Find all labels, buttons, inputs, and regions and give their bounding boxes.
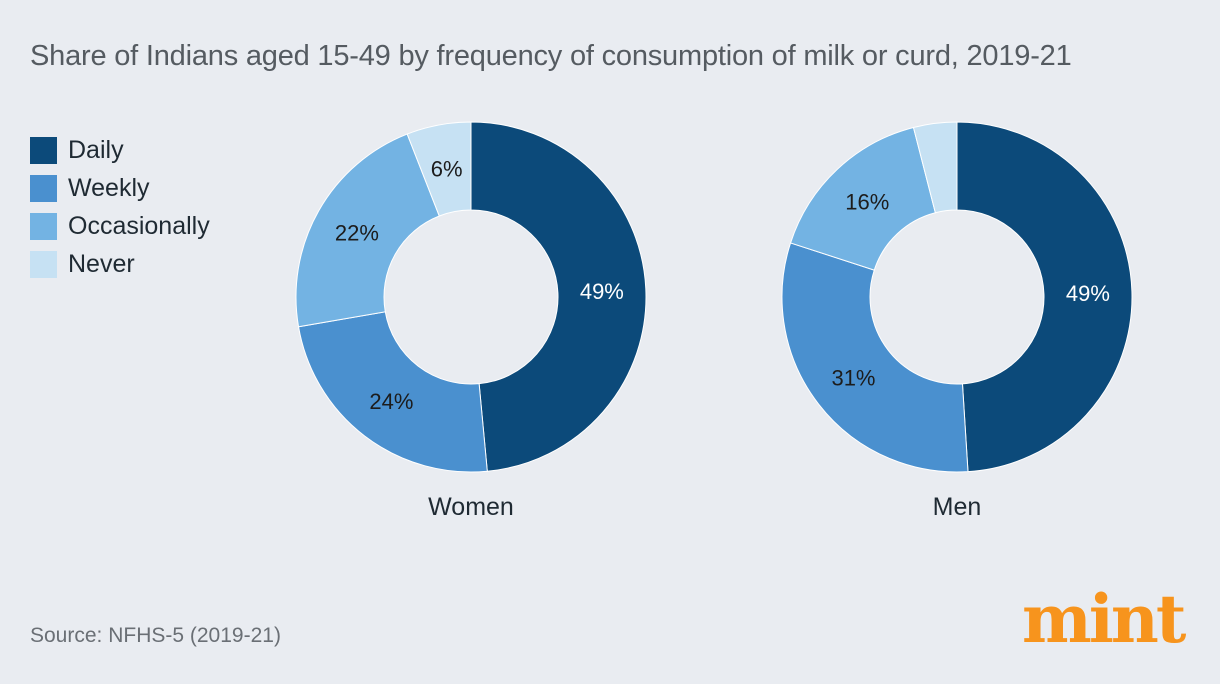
value-label-men-weekly: 31%	[831, 365, 875, 390]
legend-label-occasionally: Occasionally	[68, 211, 210, 240]
chart-caption-men: Men	[933, 493, 982, 521]
chart-caption-women: Women	[428, 493, 514, 521]
legend-item-weekly: Weekly	[30, 169, 210, 207]
donut-chart-women: 49% 24% 22% 6% Women	[295, 121, 647, 521]
legend-swatch-daily	[30, 136, 57, 164]
legend-label-weekly: Weekly	[68, 173, 150, 202]
legend-swatch-occasionally	[30, 212, 57, 240]
legend-label-never: Never	[68, 249, 135, 278]
legend-item-never: Never	[30, 245, 210, 283]
slice-women-weekly	[297, 311, 488, 473]
value-label-men-occasionally: 16%	[845, 190, 889, 215]
slice-men-weekly	[781, 242, 969, 473]
legend-item-occasionally: Occasionally	[30, 207, 210, 245]
source-note: Source: NFHS-5 (2019-21)	[30, 624, 281, 647]
slice-women-daily	[470, 121, 647, 472]
value-label-women-occasionally: 22%	[335, 221, 379, 246]
legend-label-daily: Daily	[68, 135, 124, 164]
legend: Daily Weekly Occasionally Never	[30, 131, 210, 283]
slice-women-occasionally	[295, 133, 440, 328]
legend-swatch-weekly	[30, 174, 57, 202]
value-label-women-never: 6%	[431, 156, 463, 181]
value-label-men-daily: 49%	[1066, 281, 1110, 306]
slice-men-daily	[956, 121, 1133, 473]
legend-swatch-never	[30, 250, 57, 278]
legend-item-daily: Daily	[30, 131, 210, 169]
donut-chart-men: 49% 31% 16% Men	[781, 121, 1133, 521]
value-label-women-daily: 49%	[580, 279, 624, 304]
mint-logo: mint	[1022, 580, 1186, 658]
slice-women-never	[406, 121, 472, 217]
slice-men-never	[912, 121, 958, 214]
value-label-women-weekly: 24%	[369, 389, 413, 414]
chart-title: Share of Indians aged 15-49 by frequency…	[30, 40, 1072, 72]
